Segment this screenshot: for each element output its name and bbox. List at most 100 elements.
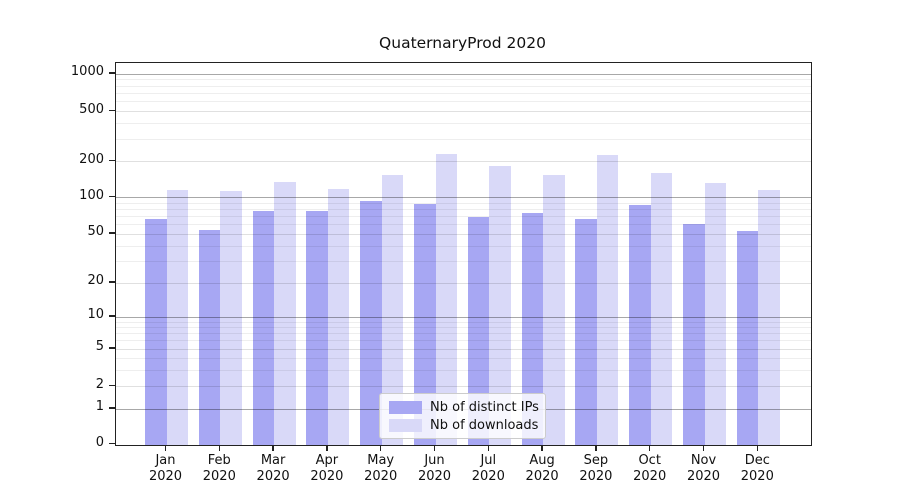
y-tick-label-1000: 1000 [70,64,104,80]
gridline-20 [116,282,811,284]
bar-distinct-ips-jan [145,219,167,445]
gridline-400 [116,123,811,125]
bar-downloads-jul [489,166,511,445]
legend-item-distinct-ips: Nb of distinct IPs [380,400,545,415]
gridline-40 [116,245,811,247]
bar-downloads-jan [166,189,188,445]
gridline-300 [116,139,811,140]
bar-downloads-oct [650,172,673,445]
y-tick-label-1: 1 [95,399,104,415]
x-tick-label-jul: Jul 2020 [471,453,505,484]
x-tick-label-sep: Sep 2020 [579,453,613,484]
y-tick-label-500: 500 [79,101,104,117]
y-tick-label-2: 2 [95,376,104,392]
gridline-6 [116,340,811,342]
gridline-80 [116,209,811,210]
gridline-500 [116,111,811,112]
legend-swatch-downloads [389,418,422,432]
legend-swatch-distinct-ips [389,400,422,414]
y-tick-label-200: 200 [79,151,104,167]
gridline-1000 [116,73,811,75]
bar-distinct-ips-oct [629,204,651,445]
gridline-9 [116,321,811,323]
gridline-10 [116,316,811,318]
gridline-600 [116,101,811,103]
bar-downloads-jun [435,153,457,445]
bar-distinct-ips-feb [198,229,221,445]
x-tick-mark-jun [433,446,436,451]
gridline-4 [116,357,811,359]
y-tick-label-10: 10 [87,307,104,323]
x-tick-mark-mar [272,446,274,451]
x-tick-mark-sep [595,446,597,451]
bar-distinct-ips-jun [414,203,436,445]
gridline-50 [116,233,811,235]
bar-distinct-ips-jul [467,217,490,445]
y-tick-mark-10 [109,315,115,317]
y-tick-mark-50 [109,232,115,234]
x-tick-mark-apr [326,446,328,451]
legend: Nb of distinct IPs Nb of downloads [379,393,546,439]
gridline-700 [116,92,811,94]
x-tick-label-feb: Feb 2020 [202,453,236,484]
x-tick-mark-feb [218,446,220,451]
gridline-7 [116,333,811,335]
y-tick-mark-100 [109,195,115,198]
legend-item-downloads: Nb of downloads [380,418,545,433]
bar-distinct-ips-nov [683,224,705,445]
x-tick-mark-nov [702,446,705,451]
x-tick-label-oct: Oct 2020 [633,453,667,484]
gridline-70 [116,216,811,217]
bar-downloads-mar [274,181,296,445]
bar-distinct-ips-sep [575,219,597,445]
x-tick-mark-aug [541,446,543,451]
chart-title: QuaternaryProd 2020 [379,34,546,52]
gridline-8 [116,327,811,328]
x-tick-label-jun: Jun 2020 [417,453,452,484]
gridline-800 [116,85,811,87]
legend-label-downloads: Nb of downloads [430,417,539,433]
y-tick-mark-500 [109,109,115,111]
bar-downloads-dec [758,189,780,445]
y-tick-label-0: 0 [95,435,104,450]
x-tick-label-may: May 2020 [364,453,398,484]
bar-downloads-nov [704,182,726,445]
x-tick-label-jan: Jan 2020 [148,453,183,484]
gridline-5 [116,348,811,350]
y-tick-mark-5 [109,347,115,349]
y-tick-mark-1000 [109,72,115,74]
gridline-90 [116,202,811,204]
y-tick-mark-1 [109,407,115,409]
gridline-60 [116,224,811,226]
bar-distinct-ips-apr [306,211,328,445]
y-tick-label-50: 50 [87,224,104,240]
bar-distinct-ips-mar [252,211,275,445]
gridline-3 [116,369,811,371]
x-tick-label-apr: Apr 2020 [310,453,344,484]
x-tick-label-mar: Mar 2020 [256,453,290,484]
x-tick-label-aug: Aug 2020 [525,453,559,484]
gridline-2 [116,386,811,387]
bar-downloads-may [381,174,404,445]
gridline-30 [116,261,811,262]
y-tick-label-5: 5 [95,339,104,355]
y-tick-label-20: 20 [87,273,104,289]
gridline-200 [116,161,811,163]
bar-downloads-feb [220,190,242,445]
x-tick-label-dec: Dec 2020 [740,453,774,484]
y-tick-mark-0 [109,443,115,445]
x-tick-mark-jan [164,446,167,451]
y-tick-label-100: 100 [79,187,104,203]
bar-distinct-ips-may [360,201,382,445]
bar-distinct-ips-dec [736,230,759,445]
x-tick-mark-may [380,446,382,451]
plot-area: Nb of distinct IPs Nb of downloads [115,62,812,446]
bar-downloads-aug [543,174,565,445]
x-tick-mark-oct [649,446,651,451]
y-tick-mark-20 [109,281,115,283]
x-tick-mark-jul [487,446,489,451]
bar-downloads-sep [596,155,619,445]
gridline-100 [116,197,811,199]
bar-distinct-ips-aug [521,213,544,445]
